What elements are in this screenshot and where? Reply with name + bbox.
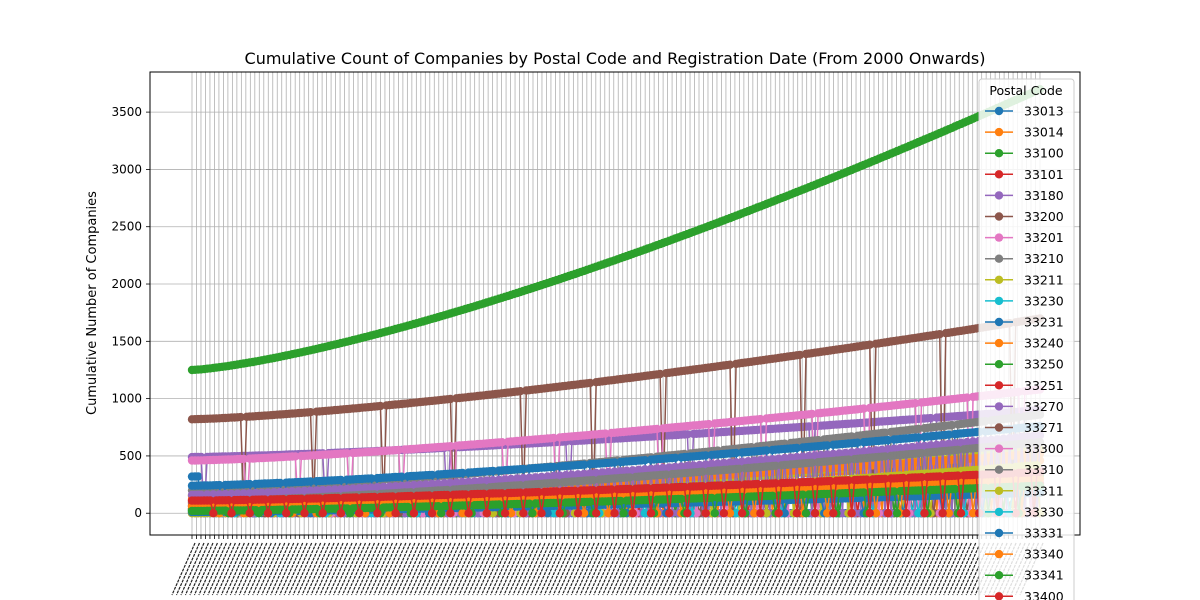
data-point-33200 [655,369,665,379]
data-point-33201 [911,399,920,408]
data-point-33201 [859,404,868,413]
data-point-33200 [725,360,735,369]
data-point-33201 [497,438,507,447]
data-point-33201 [342,449,352,458]
data-point-33210 [914,424,923,434]
data-point-33180 [926,413,935,423]
chart-title: Cumulative Count of Companies by Postal … [245,49,986,68]
data-point-33013 [193,472,203,481]
plot-area [149,71,1081,536]
data-point-33180 [683,430,692,439]
data-point-33201 [394,445,403,455]
data-point-33200 [306,408,315,417]
data-point-33201 [704,419,713,429]
data-point-33201 [549,433,558,443]
data-point-33201 [652,424,662,434]
data-point-33200 [236,412,245,422]
data-point-33201 [291,452,300,461]
data-point-33201 [239,454,248,464]
data-point-33210 [880,428,890,437]
data-point-33201 [446,442,455,451]
data-point-33201 [807,409,817,419]
data-point-33180 [804,422,814,431]
data-point-33200 [376,401,385,411]
data-point-33201 [756,414,765,424]
